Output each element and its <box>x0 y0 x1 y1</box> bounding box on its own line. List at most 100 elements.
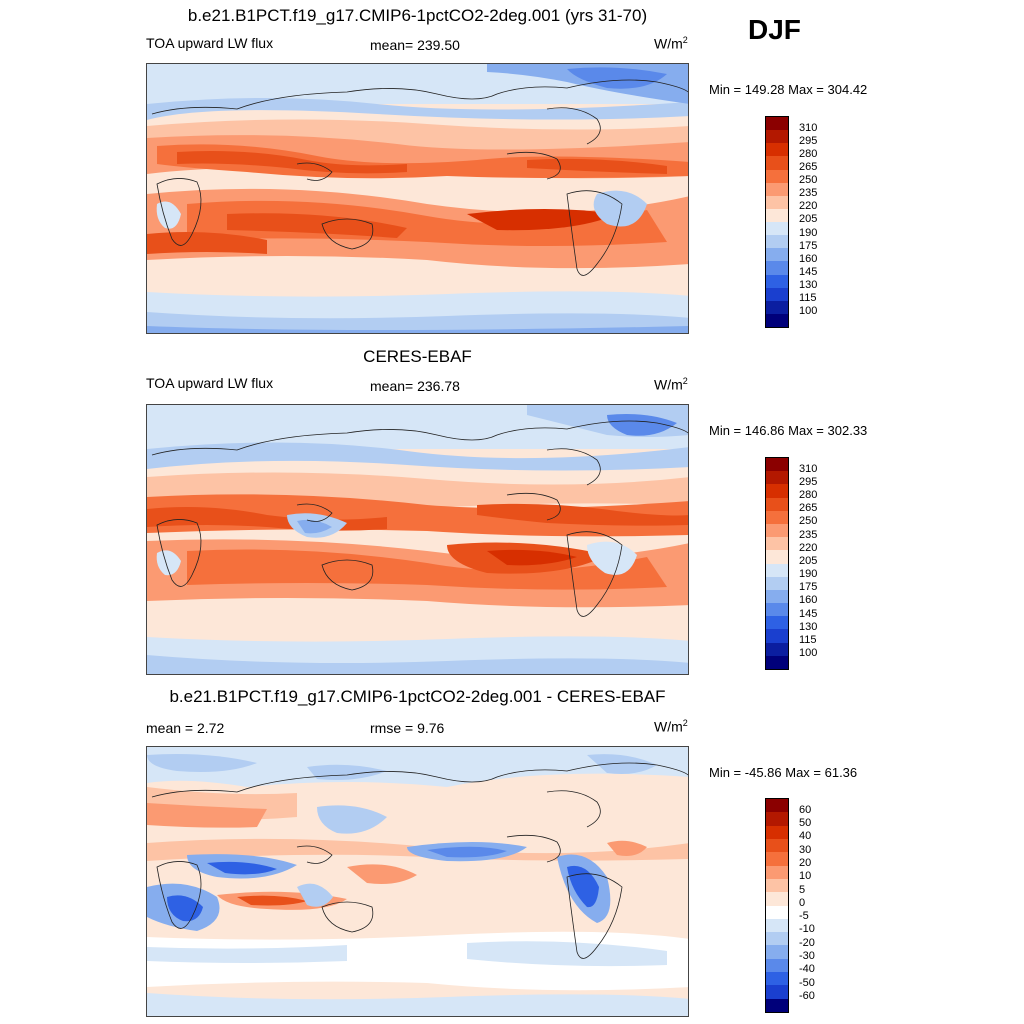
colorbar-tick-label: 60 <box>799 803 812 816</box>
colorbar-tick-label: 145 <box>799 265 818 278</box>
colorbar-swatch <box>766 523 788 538</box>
colorbar-swatch <box>766 182 788 196</box>
colorbar-tick-label: 175 <box>799 239 818 252</box>
colorbar-swatch <box>766 905 788 919</box>
season-label: DJF <box>748 14 801 45</box>
colorbar-tick-label: 280 <box>799 147 818 160</box>
colorbar-tick-label: -30 <box>799 950 815 963</box>
colorbar-tick-label: 250 <box>799 174 818 187</box>
colorbar-swatch <box>766 274 788 288</box>
colorbar-swatch <box>766 287 788 301</box>
colorbar-tick-label: 235 <box>799 528 818 541</box>
colorbar-swatch <box>766 169 788 183</box>
colorbar-swatch <box>766 563 788 577</box>
panel-1-colorbar <box>765 116 789 328</box>
colorbar-swatch <box>766 550 788 564</box>
colorbar-tick-label: 40 <box>799 830 812 843</box>
colorbar-tick-label: 115 <box>799 292 817 305</box>
colorbar-tick-label: 265 <box>799 502 818 515</box>
colorbar-swatch <box>766 852 788 866</box>
panel-1-title: b.e21.B1PCT.f19_g17.CMIP6-1pctCO2-2deg.0… <box>187 6 648 25</box>
colorbar-swatch <box>766 616 788 630</box>
panel-3-mean-label: mean = 2.72 <box>146 720 225 736</box>
panel-3-map <box>146 746 689 1017</box>
colorbar-swatch <box>766 235 788 249</box>
colorbar-swatch <box>766 629 788 643</box>
colorbar-swatch <box>766 222 788 236</box>
colorbar-tick-label: 50 <box>799 816 812 829</box>
colorbar-swatch <box>766 537 788 551</box>
colorbar-tick-label: 190 <box>799 568 818 581</box>
colorbar-tick-label: 160 <box>799 594 818 607</box>
colorbar-tick-label: 295 <box>799 134 818 147</box>
colorbar-tick-label: 115 <box>799 634 817 647</box>
colorbar-tick-label: 295 <box>799 475 818 488</box>
colorbar-tick-label: -10 <box>799 923 815 936</box>
colorbar-tick-label: -50 <box>799 976 815 989</box>
colorbar-tick-label: 0 <box>799 896 806 909</box>
panel-3-title: b.e21.B1PCT.f19_g17.CMIP6-1pctCO2-2deg.0… <box>169 687 666 706</box>
colorbar-swatch <box>766 812 788 826</box>
colorbar-tick-label: 205 <box>799 554 818 567</box>
colorbar-swatch <box>766 576 788 590</box>
panel-2-colorbar <box>765 457 789 670</box>
colorbar-tick-label: 130 <box>799 620 818 633</box>
colorbar-swatch <box>766 825 788 839</box>
colorbar-swatch <box>766 117 788 131</box>
colorbar-swatch <box>766 642 788 656</box>
colorbar-tick-label: 30 <box>799 843 812 856</box>
colorbar-tick-label: -40 <box>799 963 815 976</box>
colorbar-swatch <box>766 248 788 262</box>
colorbar-tick-label: -5 <box>799 910 809 923</box>
colorbar-swatch <box>766 510 788 524</box>
panel-3-units: W/m2 <box>654 718 688 735</box>
colorbar-swatch <box>766 130 788 144</box>
colorbar-tick-label: 310 <box>799 462 818 475</box>
colorbar-swatch <box>766 985 788 999</box>
colorbar-swatch <box>766 589 788 604</box>
colorbar-tick-label: 190 <box>799 226 818 239</box>
colorbar-tick-label: 20 <box>799 856 812 869</box>
colorbar-swatch <box>766 603 788 617</box>
colorbar-swatch <box>766 838 788 853</box>
panel-2-mean-label: mean= 236.78 <box>370 378 460 394</box>
panel-1-map <box>146 63 689 334</box>
colorbar-swatch <box>766 865 788 879</box>
colorbar-tick-label: 100 <box>799 305 818 318</box>
colorbar-tick-label: 265 <box>799 160 818 173</box>
model-olr-map <box>147 64 688 333</box>
colorbar-swatch <box>766 261 788 275</box>
colorbar-swatch <box>766 998 788 1012</box>
colorbar-swatch <box>766 892 788 906</box>
colorbar-swatch <box>766 484 788 498</box>
colorbar-swatch <box>766 300 788 314</box>
panel-1-mean-label: mean= 239.50 <box>370 37 460 53</box>
panel-1-variable-label: TOA upward LW flux <box>146 35 274 51</box>
difference-map <box>147 747 688 1016</box>
panel-2-title: CERES-EBAF <box>363 347 472 366</box>
panel-3-minmax: Min = -45.86 Max = 61.36 <box>709 765 858 780</box>
colorbar-tick-label: 145 <box>799 607 818 620</box>
colorbar-swatch <box>766 918 788 933</box>
panel-1-minmax: Min = 149.28 Max = 304.42 <box>709 82 868 97</box>
colorbar-swatch <box>766 497 788 511</box>
colorbar-tick-label: 310 <box>799 121 818 134</box>
panel-3-colorbar <box>765 798 789 1013</box>
panel-3-rmse-label: rmse = 9.76 <box>370 720 445 736</box>
panel-2-minmax: Min = 146.86 Max = 302.33 <box>709 423 868 438</box>
colorbar-tick-label: -20 <box>799 936 815 949</box>
colorbar-swatch <box>766 208 788 222</box>
colorbar-tick-label: 220 <box>799 200 818 213</box>
colorbar-tick-label: 235 <box>799 187 818 200</box>
panel-2-units: W/m2 <box>654 376 688 393</box>
colorbar-tick-label: 5 <box>799 883 806 896</box>
colorbar-swatch <box>766 799 788 813</box>
colorbar-swatch <box>766 195 788 209</box>
colorbar-tick-label: 250 <box>799 515 818 528</box>
colorbar-tick-label: 175 <box>799 581 818 594</box>
colorbar-swatch <box>766 972 788 986</box>
obs-olr-map <box>147 405 688 674</box>
colorbar-swatch <box>766 878 788 893</box>
colorbar-swatch <box>766 143 788 157</box>
colorbar-tick-label: 220 <box>799 541 818 554</box>
